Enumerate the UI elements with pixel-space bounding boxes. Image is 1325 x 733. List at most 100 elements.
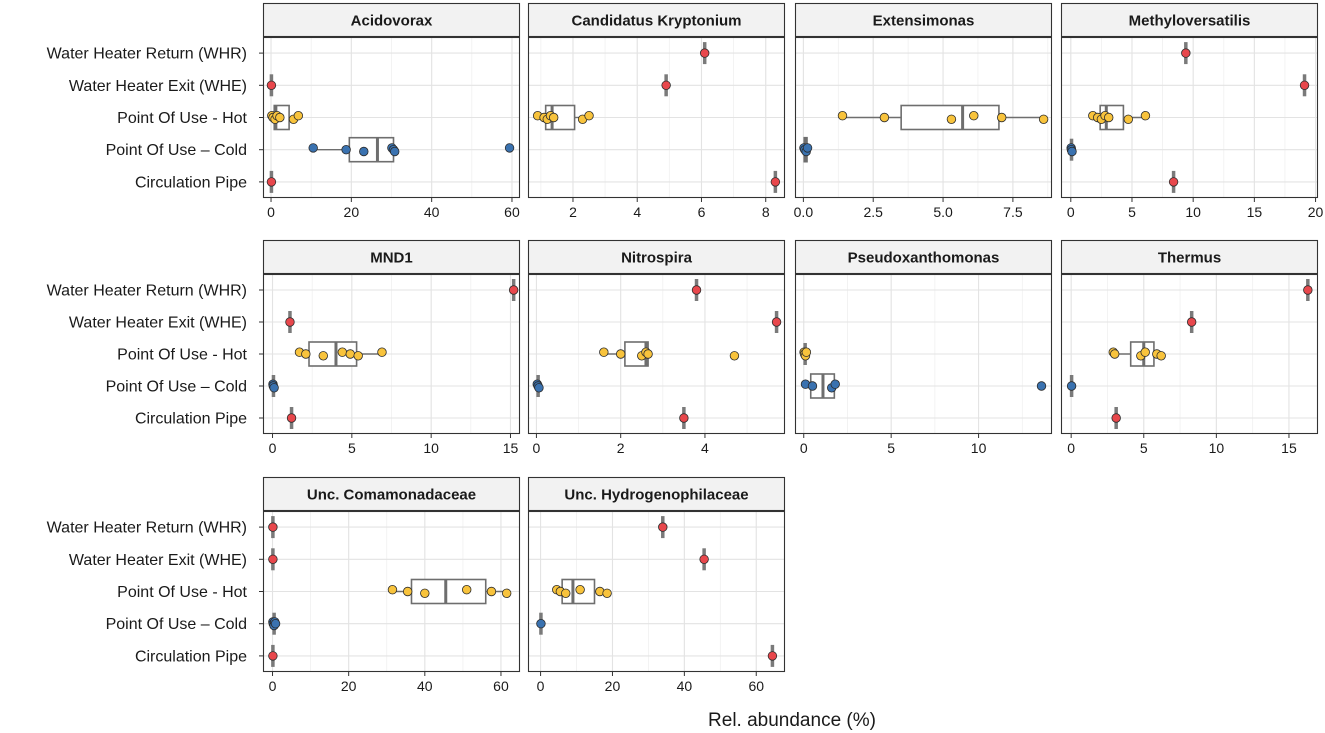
- facet-title: Acidovorax: [351, 13, 433, 30]
- facet-title: Pseudoxanthomonas: [848, 250, 1000, 267]
- point-point-of-use-hot: [837, 110, 848, 121]
- point-water-heater-exit-whe: [661, 80, 671, 91]
- point-point-of-use-hot: [561, 588, 571, 599]
- point-water-heater-return-whr: [691, 285, 702, 295]
- point-circulation-pipe: [268, 651, 278, 661]
- y-tick-label: Water Heater Exit (WHE): [69, 315, 247, 332]
- x-tick-label: 60: [493, 678, 509, 694]
- point-water-heater-exit-whe: [268, 554, 278, 565]
- point-point-of-use-hot: [1104, 112, 1114, 123]
- point-point-of-use-cold: [1036, 381, 1047, 391]
- point-point-of-use-hot: [1110, 349, 1120, 359]
- box-point-of-use-cold: [348, 136, 395, 163]
- y-tick-label: Point Of Use – Cold: [106, 379, 247, 396]
- point-point-of-use-hot: [486, 586, 497, 597]
- y-tick-label: Water Heater Exit (WHE): [69, 78, 247, 95]
- point-circulation-pipe: [1111, 413, 1121, 423]
- panel-border: [527, 273, 786, 435]
- point-point-of-use-hot: [345, 349, 355, 359]
- point-point-of-use-hot: [501, 588, 512, 599]
- x-tick-label: 5: [348, 440, 356, 456]
- x-tick-label: 10: [423, 440, 439, 456]
- x-tick-label: 2: [569, 204, 577, 220]
- point-point-of-use-hot: [420, 588, 430, 599]
- point-point-of-use-hot: [1156, 351, 1166, 361]
- point-water-heater-return-whr: [508, 285, 519, 295]
- point-point-of-use-hot: [969, 110, 979, 121]
- facet-title: Nitrospira: [621, 250, 693, 267]
- facet-strip: [527, 2, 786, 38]
- facet-strip: [794, 2, 1053, 38]
- point-point-of-use-cold: [341, 144, 351, 155]
- panel-border: [794, 36, 1053, 199]
- y-tick-label: Point Of Use - Hot: [117, 110, 247, 127]
- x-tick-label: 0: [800, 440, 808, 456]
- point-water-heater-return-whr: [658, 522, 668, 532]
- x-tick-label: 5: [887, 440, 895, 456]
- point-point-of-use-cold: [807, 381, 818, 391]
- panel-border: [1060, 273, 1319, 435]
- point-water-heater-return-whr: [1303, 285, 1313, 295]
- x-tick-label: 7.5: [1003, 204, 1023, 220]
- y-tick-label: Point Of Use – Cold: [106, 142, 247, 159]
- point-point-of-use-hot: [275, 112, 285, 123]
- x-tick-label: 4: [633, 204, 641, 220]
- point-point-of-use-hot: [801, 347, 812, 357]
- facet-strip: [794, 239, 1053, 275]
- point-point-of-use-hot: [1123, 114, 1134, 125]
- panel-extensimonas: Extensimonas 0.0 2.5 5.0 7.5: [794, 2, 1053, 220]
- y-tick-label: Water Heater Return (WHR): [47, 283, 247, 300]
- point-point-of-use-cold: [1066, 381, 1077, 391]
- facet-strip: [262, 476, 521, 512]
- facet-strip: [1060, 2, 1319, 38]
- x-tick-label: 4: [701, 440, 709, 456]
- point-point-of-use-hot: [575, 585, 585, 595]
- panel-pseudoxanthomonas: Pseudoxanthomonas 0 5 10: [794, 239, 1053, 456]
- panel-acidovorax: Acidovorax 0 20 40 60 Water Heater Return (WH…: [47, 2, 521, 220]
- y-tick-label: Point Of Use - Hot: [117, 347, 247, 364]
- x-tick-label: 0: [269, 440, 277, 456]
- point-circulation-pipe: [1168, 177, 1179, 187]
- point-point-of-use-hot: [1140, 347, 1150, 357]
- point-point-of-use-cold: [308, 143, 318, 153]
- panel-unc-comamonadaceae: Unc. Comamonadaceae 0 20 40 60 Water Heater R…: [47, 476, 521, 694]
- x-tick-label: 60: [504, 204, 520, 220]
- x-tick-label: 20: [344, 204, 360, 220]
- point-point-of-use-hot: [318, 351, 328, 361]
- point-point-of-use-hot: [402, 586, 413, 597]
- facet-title: Thermus: [1158, 250, 1221, 267]
- x-tick-label: 60: [748, 678, 764, 694]
- x-tick-label: 2.5: [863, 204, 883, 220]
- x-tick-label: 0.0: [794, 204, 814, 220]
- point-point-of-use-hot: [729, 351, 740, 361]
- point-point-of-use-hot: [602, 588, 612, 599]
- x-tick-label: 8: [762, 204, 770, 220]
- point-point-of-use-hot: [387, 585, 398, 595]
- x-tick-label: 0: [267, 204, 275, 220]
- point-point-of-use-cold: [504, 143, 515, 153]
- point-water-heater-exit-whe: [285, 317, 295, 327]
- panel-border: [527, 510, 786, 673]
- facet-title: Unc. Hydrogenophilaceae: [564, 487, 748, 504]
- x-tick-label: 20: [1308, 204, 1324, 220]
- x-tick-label: 0: [1067, 440, 1075, 456]
- point-point-of-use-hot: [1140, 110, 1151, 121]
- panel-candidatus-kryptonium: Candidatus Kryptonium 2 4 6 8: [527, 2, 786, 220]
- point-point-of-use-cold: [390, 146, 400, 157]
- facet-title: Candidatus Kryptonium: [571, 13, 741, 30]
- facet-title: MND1: [370, 250, 413, 267]
- x-tick-label: 20: [341, 678, 357, 694]
- x-tick-label: 5.0: [933, 204, 953, 220]
- panel-border: [262, 510, 521, 673]
- panel-methyloversatilis: Methyloversatilis 0 5 10 15 20: [1060, 2, 1324, 220]
- panel-border: [1060, 36, 1319, 199]
- point-water-heater-return-whr: [699, 48, 710, 58]
- point-circulation-pipe: [266, 177, 277, 187]
- x-tick-label: 40: [677, 678, 693, 694]
- point-point-of-use-hot: [353, 351, 363, 361]
- point-point-of-use-hot: [643, 349, 653, 359]
- x-tick-label: 0: [537, 678, 545, 694]
- facet-title: Unc. Comamonadaceae: [307, 487, 476, 504]
- x-tick-label: 20: [605, 678, 621, 694]
